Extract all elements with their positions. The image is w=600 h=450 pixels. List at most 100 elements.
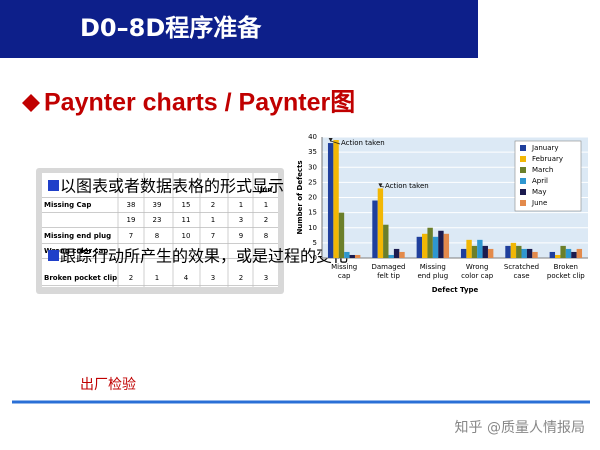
table-cell: 3 — [264, 274, 268, 282]
table-row-label: Missing Cap — [44, 201, 91, 209]
table-cell: 8 — [264, 232, 268, 240]
y-tick-label: 0 — [313, 254, 317, 262]
bullet-text: 以图表或者数据表格的形式显示 — [60, 177, 284, 196]
y-axis-label: Number of Defects — [296, 160, 304, 234]
bar — [377, 188, 384, 258]
y-tick-label: 10 — [308, 224, 317, 232]
table-cell: 3 — [211, 274, 215, 282]
heading: Paynter charts / Paynter图 — [44, 89, 355, 117]
bar — [505, 245, 511, 258]
legend-swatch — [520, 156, 526, 162]
footer-label: 出厂检验 — [80, 377, 136, 393]
table-cell: 11 — [182, 216, 191, 224]
bar — [399, 251, 405, 258]
x-tick-label: Broken — [554, 263, 578, 271]
table-cell: 7 — [211, 232, 215, 240]
bar — [354, 254, 361, 258]
legend-swatch — [520, 200, 526, 206]
table-header: Jun — [259, 186, 273, 194]
y-tick-label: 20 — [308, 194, 317, 202]
bar — [333, 140, 339, 258]
x-tick-label: end plug — [417, 272, 448, 280]
bar — [349, 254, 355, 258]
x-tick-label: cap — [338, 272, 351, 280]
bar — [338, 212, 345, 258]
bar — [532, 251, 538, 258]
bar — [383, 224, 389, 258]
y-tick-label: 30 — [308, 163, 317, 171]
bullet-text: 跟踪行动所产生的效果，或是过程的变化 — [60, 247, 348, 266]
y-tick-label: 40 — [308, 133, 317, 141]
bar — [560, 245, 566, 258]
legend-box — [514, 140, 582, 212]
bar — [393, 248, 400, 258]
table-cell: 1 — [264, 201, 268, 209]
bar — [576, 248, 583, 258]
x-tick-label: Damaged — [372, 263, 406, 271]
y-tick-label: 25 — [308, 178, 317, 186]
table-cell: 2 — [129, 274, 133, 282]
table-cell: 1 — [211, 216, 215, 224]
bar — [555, 254, 561, 258]
y-tick-label: 5 — [313, 239, 317, 247]
bar — [510, 242, 517, 258]
table-cell: 19 — [127, 216, 136, 224]
arrow-head — [328, 138, 333, 143]
bar — [526, 248, 533, 258]
table-row-label: Missing end plug — [44, 232, 111, 240]
bar — [521, 248, 527, 258]
legend-label: April — [532, 177, 548, 185]
bar — [327, 143, 334, 258]
bar — [466, 239, 472, 258]
table-cell: 1 — [155, 274, 159, 282]
table-row-label: Broken pocket clip — [44, 274, 117, 282]
table-cell: 38 — [127, 201, 136, 209]
bar — [422, 233, 428, 258]
watermark: 知乎 @质量人情报局 — [455, 419, 585, 436]
bar — [460, 248, 467, 258]
bullet-icon — [48, 250, 59, 261]
x-tick-label: case — [513, 272, 529, 280]
x-axis-label: Defect Type — [432, 286, 479, 294]
bar — [344, 251, 350, 258]
table-cell: 7 — [129, 232, 133, 240]
annotation: Action taken — [385, 182, 429, 190]
table-cell: 2 — [264, 216, 268, 224]
bar — [482, 245, 488, 258]
table-cell: 9 — [239, 232, 243, 240]
x-tick-label: pocket clip — [547, 272, 585, 280]
table-cell: 39 — [153, 201, 162, 209]
table-cell: 23 — [153, 216, 162, 224]
legend-swatch — [520, 167, 526, 173]
legend-swatch — [520, 178, 526, 184]
arrow-head — [378, 183, 383, 188]
table-cell: 2 — [211, 201, 215, 209]
table-row-label: Wrong color cap — [44, 247, 108, 255]
bar — [549, 251, 556, 258]
bar — [477, 239, 483, 258]
y-tick-label: 15 — [308, 209, 317, 217]
bar — [416, 236, 423, 258]
x-tick-label: color cap — [461, 272, 494, 280]
x-tick-label: Missing — [420, 263, 446, 271]
legend-swatch — [520, 145, 526, 151]
legend-label: May — [532, 188, 546, 196]
bar — [565, 248, 572, 258]
legend-label: February — [532, 155, 563, 163]
bar — [438, 230, 444, 258]
chart: 0 5 10 15 20 25 30 35 40 Number of Defects Defect … — [296, 133, 588, 294]
annotation-arrow — [330, 140, 341, 145]
bar — [443, 233, 450, 258]
diamond-icon — [22, 94, 40, 112]
table-cell: 10 — [182, 232, 191, 240]
table-cell: 2 — [239, 274, 243, 282]
legend-label: March — [532, 166, 553, 174]
annotation: Action taken — [341, 139, 385, 147]
annotation-arrow — [380, 186, 385, 188]
legend-swatch — [520, 189, 526, 195]
y-tick-label: 35 — [308, 148, 317, 156]
bar — [487, 248, 494, 258]
bar — [571, 251, 577, 258]
